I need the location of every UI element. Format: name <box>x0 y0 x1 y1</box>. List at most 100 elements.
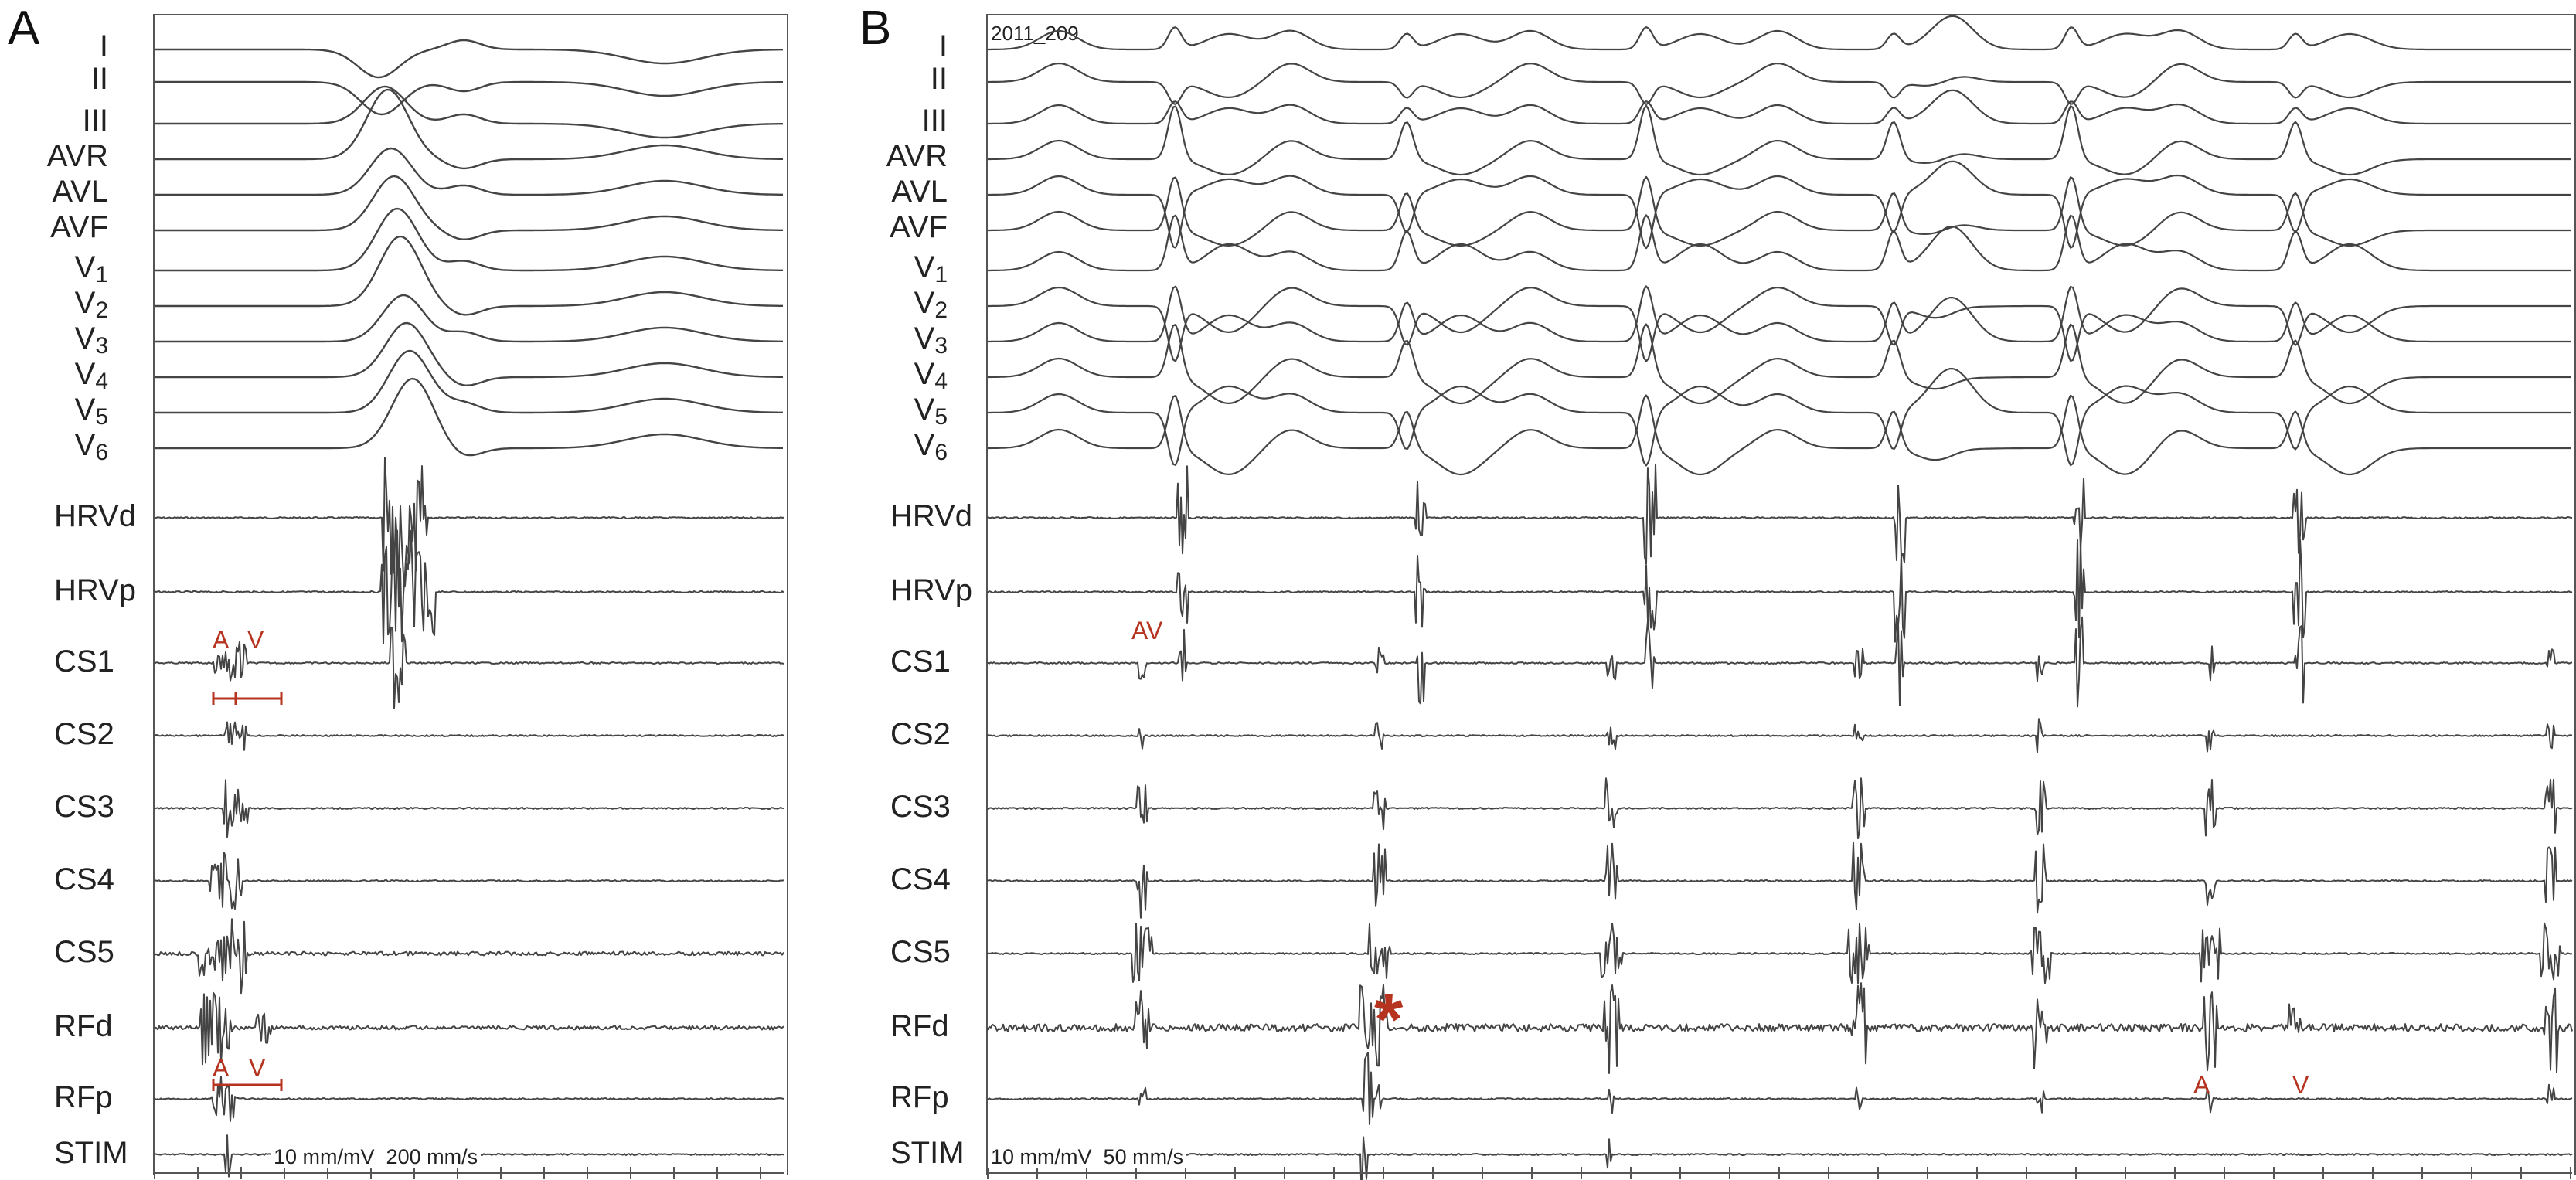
panel-b-channel-label-cs4: CS4 <box>890 862 951 896</box>
panel-b-channel-label-cs5: CS5 <box>890 935 951 969</box>
recording-id: 2011_209 <box>991 22 1079 45</box>
panel-a-channel-label-hrvp: HRVp <box>54 573 136 607</box>
panel-a-ic-trace-3 <box>154 721 784 751</box>
panel-a-ecg-trace-0 <box>155 39 783 79</box>
panel-a-ic-trace-2 <box>154 626 784 709</box>
panel-a-ic-trace-4 <box>154 779 784 838</box>
panel-b-lead-label-iii: III <box>921 104 948 138</box>
panel-a-lead-label-iii: III <box>82 104 108 138</box>
panel-b-ecg-trace-4 <box>988 160 2571 250</box>
panel-a-ecg-trace-9 <box>155 321 783 386</box>
panel-b-asterisk-marker: * <box>1374 978 1404 1061</box>
panel-b-lead-label-v4: V4 <box>914 357 948 394</box>
panel-b-channel-label-rfp: RFp <box>890 1080 949 1114</box>
panel-a-lead-label-avl: AVL <box>52 175 108 209</box>
panel-b-channel-label-stim: STIM <box>890 1136 965 1170</box>
panel-b-channel-label-cs1: CS1 <box>890 644 951 678</box>
panel-a-lead-label-avf: AVF <box>50 210 108 244</box>
panel-a-ic-trace-7 <box>154 991 784 1066</box>
panel-b-channel-label-cs3: CS3 <box>890 790 951 824</box>
panel-b-lead-label-v6: V6 <box>914 428 948 465</box>
panel-a-channel-label-cs4: CS4 <box>54 862 114 896</box>
panel-b-lead-label-v3: V3 <box>914 321 948 359</box>
panel-a-channel-label-cs2: CS2 <box>54 717 114 751</box>
panel-b-ic-trace-1 <box>987 539 2573 643</box>
panel-b-ecg-trace-9 <box>988 323 2571 405</box>
panel-b-av-marker: AV <box>1131 617 1163 644</box>
panel-a-letter: A <box>8 2 40 55</box>
panel-b-ic-trace-2 <box>987 616 2573 708</box>
panel-a-ecg-trace-11 <box>155 377 783 457</box>
panel-a-ic-trace-6 <box>154 918 784 995</box>
panel-a-ecg-trace-2 <box>155 85 783 139</box>
panel-a-lead-label-v3: V3 <box>74 321 108 359</box>
panel-a-rfd-a-marker: A <box>213 1054 230 1082</box>
panel-a-ic-trace-1 <box>154 529 784 644</box>
panel-b-lead-label-v2: V2 <box>914 286 948 323</box>
panel-b-ecg-trace-3 <box>988 104 2571 176</box>
panel-b-ecg-trace-6 <box>988 214 2571 272</box>
panel-a-ecg-trace-6 <box>155 207 783 272</box>
panel-b-ecg-trace-7 <box>988 286 2571 362</box>
panel-b-channel-label-hrvp: HRVp <box>890 573 972 607</box>
panel-b-lead-label-i: I <box>938 29 948 63</box>
panel-a-lead-label-v4: V4 <box>74 357 108 394</box>
panel-a-lead-label-i: I <box>99 29 108 63</box>
panel-a-ecg-trace-4 <box>155 147 783 196</box>
panel-a-lead-label-avr: AVR <box>46 139 108 173</box>
panel-b-ecg-trace-0 <box>988 15 2571 51</box>
panel-b-channel-label-cs2: CS2 <box>890 717 951 751</box>
panel-b-lead-label-ii: II <box>930 62 948 96</box>
panel-b-ecg-trace-10 <box>988 368 2571 467</box>
panel-b-lead-label-avl: AVL <box>891 175 948 209</box>
panel-a-cs1-a-marker: A <box>213 626 230 654</box>
panel-a-lead-label-v2: V2 <box>74 286 108 323</box>
panel-b-ic-trace-6 <box>987 922 2573 984</box>
panel-a-speed: 200 mm/s <box>386 1145 478 1168</box>
panel-b-ic-trace-9 <box>987 1136 2573 1180</box>
panel-b-ic-trace-4 <box>987 777 2573 840</box>
panel-b-ic-trace-3 <box>987 718 2573 753</box>
panel-b-ecg-trace-1 <box>988 62 2571 105</box>
panel-a-channel-label-cs5: CS5 <box>54 935 114 969</box>
panel-b-lead-label-v1: V1 <box>914 250 948 287</box>
panel-a-lead-label-ii: II <box>90 62 108 96</box>
panel-b-ic-trace-8 <box>987 1052 2573 1125</box>
panel-a-ic-trace-8 <box>154 1076 784 1122</box>
panel-a-ecg-trace-7 <box>155 235 783 316</box>
panel-b-scale: 10 mm/mV 50 mm/s <box>988 1145 1187 1168</box>
panel-b-ic-trace-5 <box>987 842 2573 919</box>
panel-a-cs1-v-marker: V <box>247 626 264 654</box>
panel-a-gain: 10 mm/mV <box>274 1145 375 1168</box>
panel-a-channel-label-rfp: RFp <box>54 1080 113 1114</box>
panel-a-lead-label-v5: V5 <box>74 393 108 430</box>
panel-b-letter: B <box>859 2 892 55</box>
panel-a-ecg-trace-8 <box>155 294 783 343</box>
panel-a-frame <box>153 14 788 1175</box>
panel-b-ecg-trace-11 <box>988 394 2571 476</box>
panel-b-lead-label-avf: AVF <box>890 210 948 244</box>
panel-a-ecg-trace-5 <box>155 175 783 240</box>
panel-b-channel-label-rfd: RFd <box>890 1009 949 1043</box>
panel-b-gain: 10 mm/mV <box>991 1145 1092 1168</box>
panel-b-ic-trace-7 <box>987 982 2573 1074</box>
panel-a-ecg-trace-3 <box>155 88 783 170</box>
panel-b-ic-trace-0 <box>987 463 2573 565</box>
panel-a-channel-label-rfd: RFd <box>54 1009 113 1043</box>
panel-b-ecg-trace-5 <box>988 175 2571 247</box>
panel-a-ecg-trace-1 <box>155 80 783 116</box>
panel-a-rfd-v-marker: V <box>249 1054 266 1082</box>
panel-b-v-marker: V <box>2292 1071 2309 1099</box>
panel-a-ic-trace-0 <box>154 457 784 587</box>
panel-b-a-marker: A <box>2193 1071 2210 1099</box>
panel-a-scale: 10 mm/mV 200 mm/s <box>271 1145 482 1168</box>
panel-a-lead-label-v1: V1 <box>74 250 108 287</box>
panel-b-lead-label-avr: AVR <box>886 139 948 173</box>
panel-a-channel-label-cs3: CS3 <box>54 790 114 824</box>
panel-b-lead-label-v5: V5 <box>914 393 948 430</box>
panel-b-frame <box>986 14 2576 1175</box>
panel-a-ecg-trace-10 <box>155 349 783 414</box>
panel-a-channel-label-hrvd: HRVd <box>54 499 136 533</box>
panel-a-channel-label-stim: STIM <box>54 1136 128 1170</box>
panel-a-channel-label-cs1: CS1 <box>54 644 114 678</box>
